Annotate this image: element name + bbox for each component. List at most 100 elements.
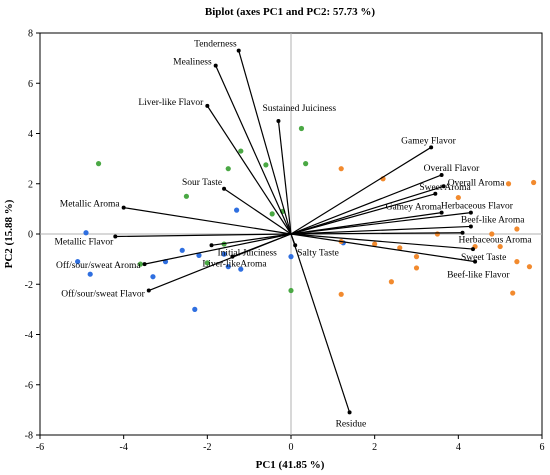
green-observation-point bbox=[303, 161, 309, 167]
orange-observation-point bbox=[455, 194, 461, 201]
y-tick-label: 8 bbox=[28, 29, 33, 40]
y-tick-label: 6 bbox=[28, 79, 33, 90]
orange-observation-point bbox=[372, 241, 378, 247]
y-ticks: -8 -6 -4 -2 0 2 4 6 8 bbox=[25, 29, 40, 442]
vector-endpoint bbox=[433, 191, 438, 196]
orange-observation-point bbox=[497, 243, 503, 250]
blue-observation-point bbox=[196, 252, 202, 258]
vector-label: Mealiness bbox=[173, 58, 212, 68]
vector-line bbox=[144, 233, 292, 265]
vector-label: Tenderness bbox=[194, 40, 237, 50]
vector-label: Metallic Aroma bbox=[60, 200, 121, 210]
vector-label: Overall Flavor bbox=[424, 164, 481, 174]
blue-observation-point bbox=[150, 274, 156, 280]
vector-endpoint bbox=[222, 186, 227, 191]
x-tick-label: -6 bbox=[36, 442, 44, 453]
blue-observation-point bbox=[234, 207, 240, 213]
vector-label: Metallic Flavor bbox=[54, 238, 114, 248]
orange-observation-point bbox=[526, 264, 533, 270]
observation-points bbox=[75, 125, 537, 312]
vector-line bbox=[290, 146, 432, 235]
vector-endpoint bbox=[439, 172, 444, 177]
green-observation-point bbox=[298, 125, 305, 132]
vector-label: Sweet Aroma bbox=[419, 183, 471, 193]
orange-observation-point bbox=[413, 254, 420, 260]
vector-line bbox=[290, 232, 463, 235]
vector-line bbox=[290, 233, 474, 250]
y-tick-label: -4 bbox=[25, 330, 33, 341]
vector-line bbox=[290, 225, 471, 235]
vector-endpoint bbox=[347, 410, 352, 415]
blue-observation-point bbox=[225, 264, 231, 270]
green-observation-point bbox=[225, 166, 231, 172]
vector-endpoint bbox=[113, 234, 118, 239]
vector-endpoint bbox=[429, 145, 434, 150]
vector-label: Off/sour/sweat Aroma bbox=[56, 260, 141, 271]
vector-endpoint bbox=[460, 230, 465, 235]
vector-endpoint bbox=[276, 118, 281, 123]
green-observation-point bbox=[269, 211, 275, 217]
vector-label: Residue bbox=[336, 419, 367, 429]
vector-line bbox=[290, 185, 444, 235]
blue-observation-point bbox=[83, 230, 89, 236]
blue-observation-point bbox=[179, 247, 185, 253]
vector-label: Overall Aroma bbox=[448, 178, 506, 188]
vector-line bbox=[206, 105, 292, 235]
blue-observation-point bbox=[238, 266, 244, 272]
x-tick-label: -2 bbox=[203, 442, 211, 453]
chart-title: Biplot (axes PC1 and PC2: 57.73 %) bbox=[205, 6, 376, 18]
y-tick-label: 0 bbox=[28, 230, 33, 241]
vector-line bbox=[290, 233, 476, 263]
y-axis-label: PC2 (15.88 %) bbox=[3, 199, 15, 268]
vector-line bbox=[223, 188, 292, 235]
orange-observation-point bbox=[514, 259, 520, 265]
x-tick-label: -4 bbox=[119, 442, 127, 453]
orange-observation-point bbox=[338, 291, 344, 297]
vector-line bbox=[290, 193, 436, 235]
vector-endpoint bbox=[213, 63, 218, 68]
vector-line bbox=[290, 233, 351, 413]
vector-endpoint bbox=[142, 262, 147, 267]
orange-observation-point bbox=[489, 231, 495, 237]
vector-label: Beef-like Aroma bbox=[461, 214, 525, 225]
blue-observation-point bbox=[221, 251, 227, 257]
vector-label: Gamey Aroma bbox=[386, 203, 442, 213]
vector-label: Salty Taste bbox=[297, 248, 339, 258]
green-observation-point bbox=[288, 287, 294, 294]
vector-label: Sweet Taste bbox=[461, 253, 506, 263]
green-observation-point bbox=[204, 260, 210, 266]
loading-vectors: Tenderness Mealiness Liver-like Flavor Sust… bbox=[54, 40, 532, 430]
vector-endpoint bbox=[146, 288, 151, 293]
blue-observation-point bbox=[192, 306, 198, 312]
vector-endpoint bbox=[205, 103, 210, 108]
orange-observation-point bbox=[434, 231, 441, 237]
vector-endpoint bbox=[468, 224, 473, 229]
orange-observation-point bbox=[338, 166, 344, 172]
vector-line bbox=[115, 233, 292, 238]
x-tick-label: 0 bbox=[289, 442, 294, 453]
y-tick-label: 4 bbox=[28, 129, 33, 140]
vector-line bbox=[290, 212, 471, 235]
vector-endpoint bbox=[236, 48, 241, 53]
vector-line bbox=[290, 174, 442, 235]
vector-endpoint bbox=[468, 210, 473, 215]
y-tick-label: 2 bbox=[28, 179, 33, 190]
vector-label: Gamey Flavor bbox=[401, 136, 456, 146]
green-observation-point bbox=[263, 162, 269, 168]
vector-endpoint bbox=[441, 184, 446, 189]
y-tick-label: -8 bbox=[25, 431, 33, 442]
vector-line bbox=[148, 233, 292, 292]
blue-observation-point bbox=[87, 271, 93, 277]
vector-line bbox=[215, 65, 292, 235]
vector-label: Liver-likeAroma bbox=[202, 260, 267, 270]
green-observation-point bbox=[238, 148, 244, 154]
vector-endpoint bbox=[121, 205, 126, 210]
x-tick-label: 2 bbox=[372, 442, 377, 453]
vector-endpoint bbox=[439, 210, 444, 215]
x-ticks: -6 -4 -2 0 2 4 6 bbox=[36, 435, 545, 453]
x-tick-label: 4 bbox=[456, 442, 461, 453]
orange-observation-point bbox=[505, 181, 512, 187]
vector-label: Sour Taste bbox=[182, 178, 222, 188]
vector-line bbox=[211, 233, 292, 246]
